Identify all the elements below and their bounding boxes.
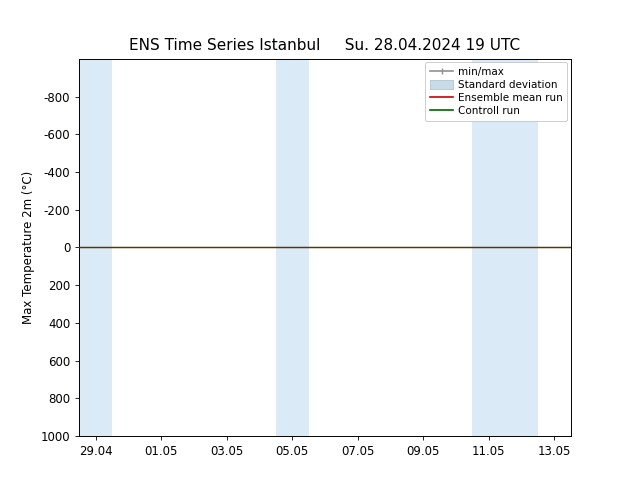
Bar bbox=[79, 59, 112, 436]
Legend: min/max, Standard deviation, Ensemble mean run, Controll run: min/max, Standard deviation, Ensemble me… bbox=[425, 62, 567, 121]
Y-axis label: Max Temperature 2m (°C): Max Temperature 2m (°C) bbox=[22, 171, 35, 324]
Title: ENS Time Series Istanbul     Su. 28.04.2024 19 UTC: ENS Time Series Istanbul Su. 28.04.2024 … bbox=[129, 39, 521, 53]
Bar bbox=[276, 59, 309, 436]
Bar bbox=[472, 59, 538, 436]
